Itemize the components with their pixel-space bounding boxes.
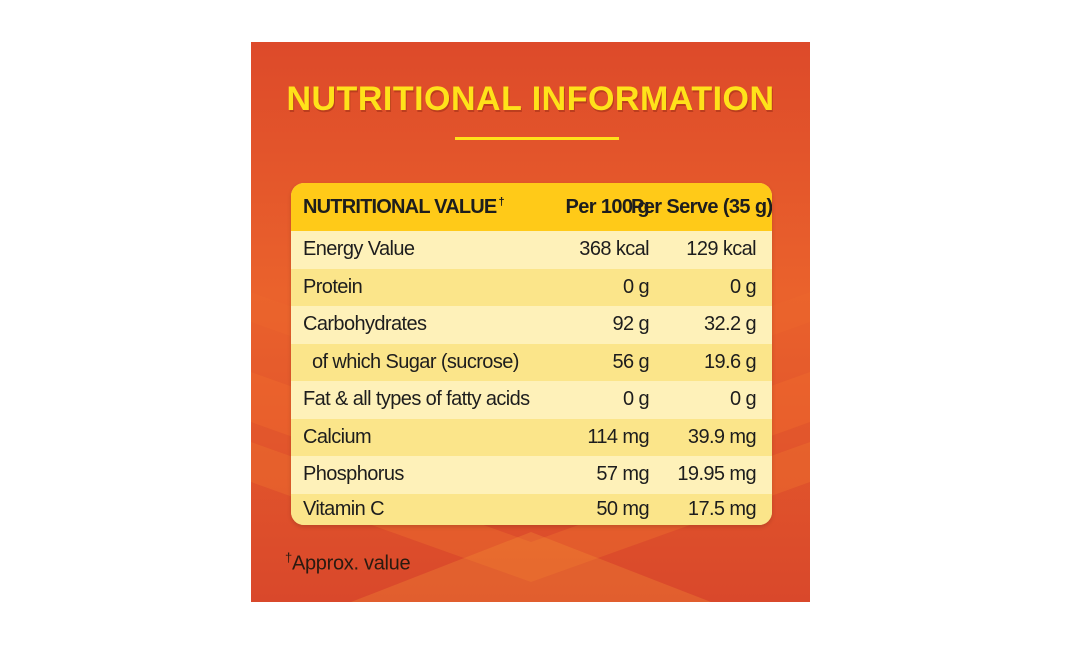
value-per-100g: 368 kcal [579, 238, 649, 261]
footnote-dagger: † [285, 550, 292, 565]
dagger-mark: † [498, 195, 504, 208]
value-per-serve: 0 g [729, 388, 757, 411]
table-row: Calcium 114 mg 39.9 mg [291, 418, 772, 456]
value-per-serve: 19.95 mg [677, 463, 756, 486]
value-per-100g: 0 g [622, 388, 650, 411]
value-per-100g: 114 mg [587, 425, 649, 448]
page-title: NUTRITIONAL INFORMATION [286, 80, 775, 118]
value-per-100g: 56 g [612, 350, 649, 373]
value-per-100g: 50 mg [596, 497, 649, 520]
value-per-serve: 17.5 mg [687, 497, 757, 520]
nutrition-table: NUTRITIONAL VALUE † Per 100 g Per Serve (… [291, 183, 772, 525]
header-per-100g: Per 100 g [565, 195, 649, 218]
nutrient-name: of which Sugar (sucrose) [312, 350, 519, 373]
value-per-100g: 57 mg [596, 463, 649, 486]
table-row: Carbohydrates 92 g 32.2 g [291, 306, 772, 344]
nutrient-name: Carbohydrates [303, 313, 427, 336]
header-nutritional-value: NUTRITIONAL VALUE † [303, 195, 505, 218]
table-row: Fat & all types of fatty acids 0 g 0 g [291, 381, 772, 419]
value-per-serve: 32.2 g [703, 313, 757, 336]
table-row: Vitamin C 50 mg 17.5 mg [291, 493, 772, 525]
nutrient-name: Fat & all types of fatty acids [303, 388, 530, 411]
value-per-serve: 129 kcal [686, 238, 756, 261]
header-per-serve: Per Serve (35 g) [631, 195, 772, 218]
table-row: of which Sugar (sucrose) 56 g 19.6 g [291, 343, 772, 381]
table-header-row: NUTRITIONAL VALUE † Per 100 g Per Serve (… [291, 183, 772, 231]
value-per-100g: 92 g [612, 313, 649, 336]
nutrient-name: Phosphorus [303, 463, 404, 486]
nutrition-panel: NUTRITIONAL INFORMATION NUTRITIONAL VALU… [251, 42, 810, 602]
title-underline [455, 137, 619, 140]
value-per-100g: 0 g [622, 275, 650, 298]
nutrient-name: Calcium [303, 425, 372, 448]
footnote: †Approx. value [285, 550, 411, 576]
nutrient-name: Energy Value [303, 238, 415, 261]
value-per-serve: 0 g [729, 275, 757, 298]
nutrient-name: Protein [303, 275, 363, 298]
nutrient-name: Vitamin C [303, 497, 385, 520]
table-row: Protein 0 g 0 g [291, 268, 772, 306]
table-row: Phosphorus 57 mg 19.95 mg [291, 456, 772, 494]
table-row: Energy Value 368 kcal 129 kcal [291, 231, 772, 269]
footnote-text: Approx. value [291, 552, 411, 575]
value-per-serve: 39.9 mg [687, 425, 757, 448]
value-per-serve: 19.6 g [703, 350, 757, 373]
